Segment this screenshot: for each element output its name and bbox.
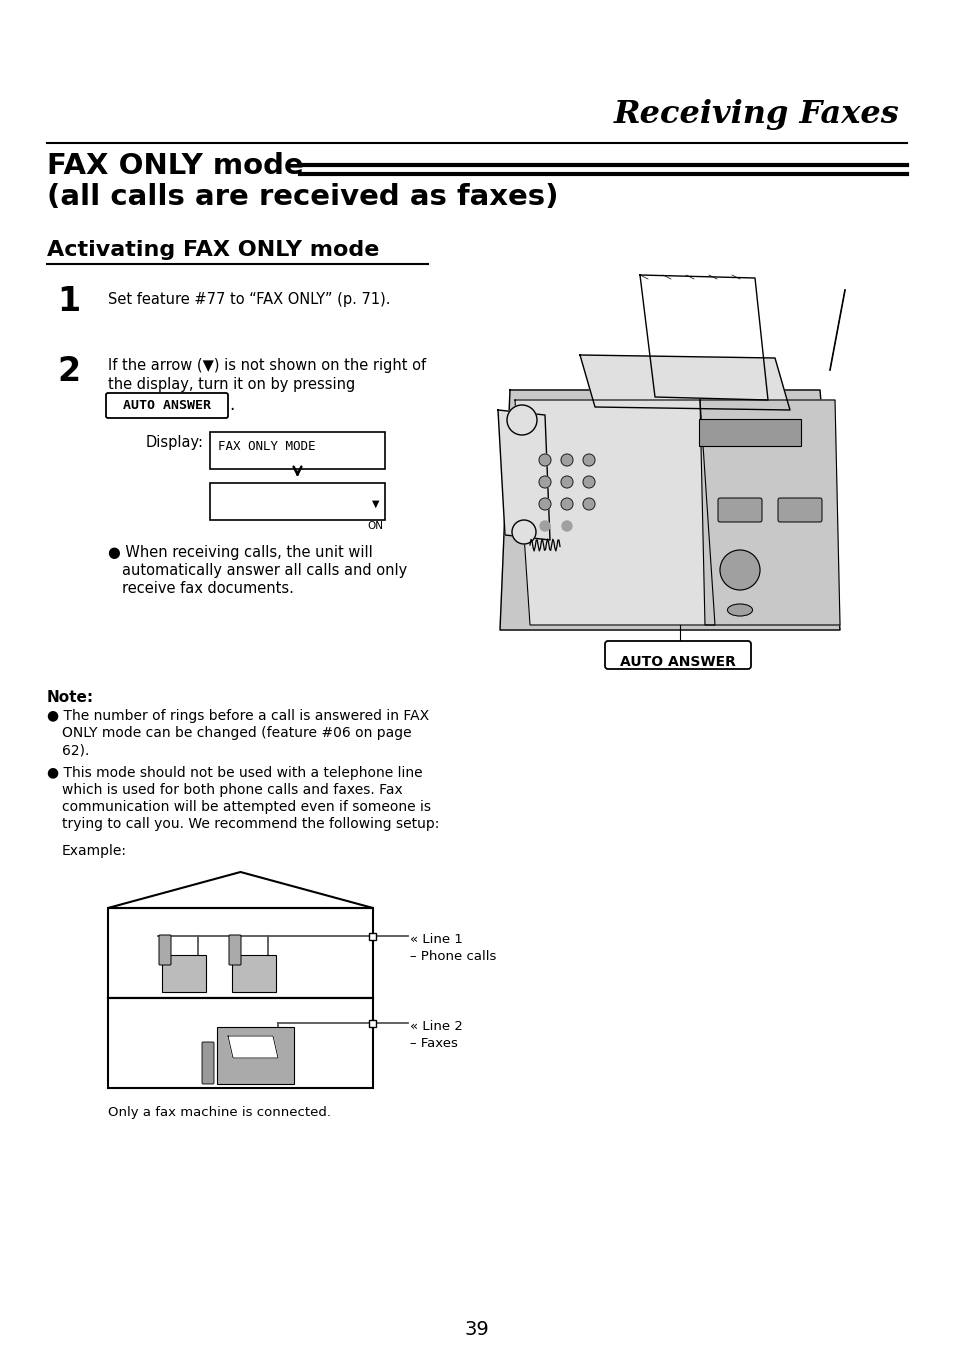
Text: Activating FAX ONLY mode: Activating FAX ONLY mode	[47, 240, 379, 259]
Text: Display:: Display:	[146, 435, 204, 450]
Text: – Faxes: – Faxes	[410, 1038, 457, 1050]
Bar	[108, 998, 373, 1088]
Polygon shape	[639, 276, 767, 400]
Text: ● The number of rings before a call is answered in FAX: ● The number of rings before a call is a…	[47, 709, 429, 723]
Text: 2: 2	[57, 355, 80, 388]
Bar	[210, 432, 385, 469]
Text: ▼: ▼	[371, 499, 378, 508]
Text: If the arrow (▼) is not shown on the right of: If the arrow (▼) is not shown on the rig…	[108, 358, 426, 373]
Text: .: .	[229, 396, 234, 415]
Circle shape	[538, 454, 551, 466]
Text: ONLY mode can be changed (feature #06 on page: ONLY mode can be changed (feature #06 on…	[62, 725, 411, 740]
FancyBboxPatch shape	[718, 499, 761, 521]
Text: Note:: Note:	[47, 690, 94, 705]
Text: Only a fax machine is connected.: Only a fax machine is connected.	[108, 1106, 331, 1119]
Polygon shape	[515, 400, 714, 626]
Text: Set feature #77 to “FAX ONLY” (p. 71).: Set feature #77 to “FAX ONLY” (p. 71).	[108, 292, 390, 307]
Text: the display, turn it on by pressing: the display, turn it on by pressing	[108, 377, 355, 392]
Text: « Line 1: « Line 1	[410, 934, 462, 946]
FancyBboxPatch shape	[106, 393, 228, 417]
Polygon shape	[700, 400, 840, 626]
Text: receive fax documents.: receive fax documents.	[122, 581, 294, 596]
Text: 39: 39	[464, 1320, 489, 1339]
FancyBboxPatch shape	[162, 955, 206, 992]
Text: (all calls are received as faxes): (all calls are received as faxes)	[47, 182, 558, 211]
Text: FAX ONLY MODE: FAX ONLY MODE	[218, 440, 315, 453]
FancyBboxPatch shape	[202, 1042, 213, 1084]
Circle shape	[561, 521, 572, 531]
Bar	[369, 932, 376, 939]
FancyBboxPatch shape	[232, 955, 275, 992]
Text: ON: ON	[367, 521, 382, 531]
Circle shape	[560, 476, 573, 488]
Circle shape	[538, 499, 551, 509]
Bar	[369, 1020, 376, 1027]
Circle shape	[560, 499, 573, 509]
Bar	[210, 484, 385, 520]
FancyBboxPatch shape	[216, 1027, 294, 1084]
Text: ● This mode should not be used with a telephone line: ● This mode should not be used with a te…	[47, 766, 422, 780]
Circle shape	[582, 499, 595, 509]
Circle shape	[506, 405, 537, 435]
Circle shape	[538, 476, 551, 488]
Polygon shape	[228, 1036, 277, 1058]
Text: AUTO ANSWER: AUTO ANSWER	[123, 399, 211, 412]
Polygon shape	[497, 409, 550, 540]
Circle shape	[539, 521, 550, 531]
Circle shape	[560, 454, 573, 466]
Text: – Phone calls: – Phone calls	[410, 950, 496, 963]
Text: trying to call you. We recommend the following setup:: trying to call you. We recommend the fol…	[62, 817, 439, 831]
FancyBboxPatch shape	[778, 499, 821, 521]
Text: automatically answer all calls and only: automatically answer all calls and only	[122, 563, 407, 578]
Polygon shape	[579, 355, 789, 409]
Text: which is used for both phone calls and faxes. Fax: which is used for both phone calls and f…	[62, 784, 402, 797]
FancyBboxPatch shape	[604, 640, 750, 669]
FancyBboxPatch shape	[699, 419, 801, 446]
Text: FAX ONLY mode: FAX ONLY mode	[47, 153, 303, 180]
FancyBboxPatch shape	[159, 935, 171, 965]
Ellipse shape	[727, 604, 752, 616]
Text: Receiving Faxes: Receiving Faxes	[614, 99, 899, 130]
Text: 1: 1	[57, 285, 80, 317]
Text: « Line 2: « Line 2	[410, 1020, 462, 1034]
Circle shape	[512, 520, 536, 544]
FancyBboxPatch shape	[229, 935, 241, 965]
Text: AUTO ANSWER: AUTO ANSWER	[619, 655, 735, 669]
Text: 62).: 62).	[62, 743, 90, 757]
Polygon shape	[499, 390, 840, 630]
Circle shape	[720, 550, 760, 590]
Text: communication will be attempted even if someone is: communication will be attempted even if …	[62, 800, 431, 815]
Text: Example:: Example:	[62, 844, 127, 858]
Bar	[108, 908, 373, 998]
Text: ● When receiving calls, the unit will: ● When receiving calls, the unit will	[108, 544, 373, 561]
Circle shape	[582, 476, 595, 488]
Circle shape	[582, 454, 595, 466]
